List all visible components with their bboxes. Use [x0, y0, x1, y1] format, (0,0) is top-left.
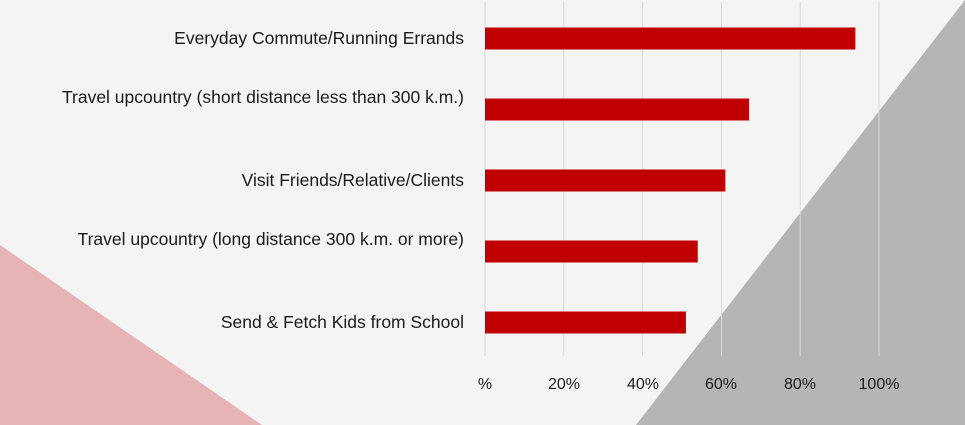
x-tick-label: 80%	[783, 376, 817, 393]
bar	[485, 169, 726, 192]
category-label: Send & Fetch Kids from School	[220, 312, 464, 332]
category-label: Everyday Commute/Running Errands	[174, 28, 464, 48]
bar	[485, 240, 698, 263]
category-label: Travel upcountry (short distance less th…	[61, 87, 464, 107]
bar	[485, 27, 856, 50]
pink-triangle-decoration	[0, 245, 262, 425]
x-tick-label: %	[477, 376, 493, 393]
bars	[485, 27, 856, 334]
x-tick-label: 60%	[704, 376, 738, 393]
bar	[485, 98, 749, 121]
category-label: Travel upcountry (long distance 300 k.m.…	[77, 229, 464, 249]
x-tick-label: 20%	[547, 376, 581, 393]
category-label: Visit Friends/Relative/Clients	[241, 170, 464, 190]
bar	[485, 311, 686, 334]
x-tick-label: 40%	[626, 376, 660, 393]
x-tick-label: 100%	[858, 376, 900, 393]
